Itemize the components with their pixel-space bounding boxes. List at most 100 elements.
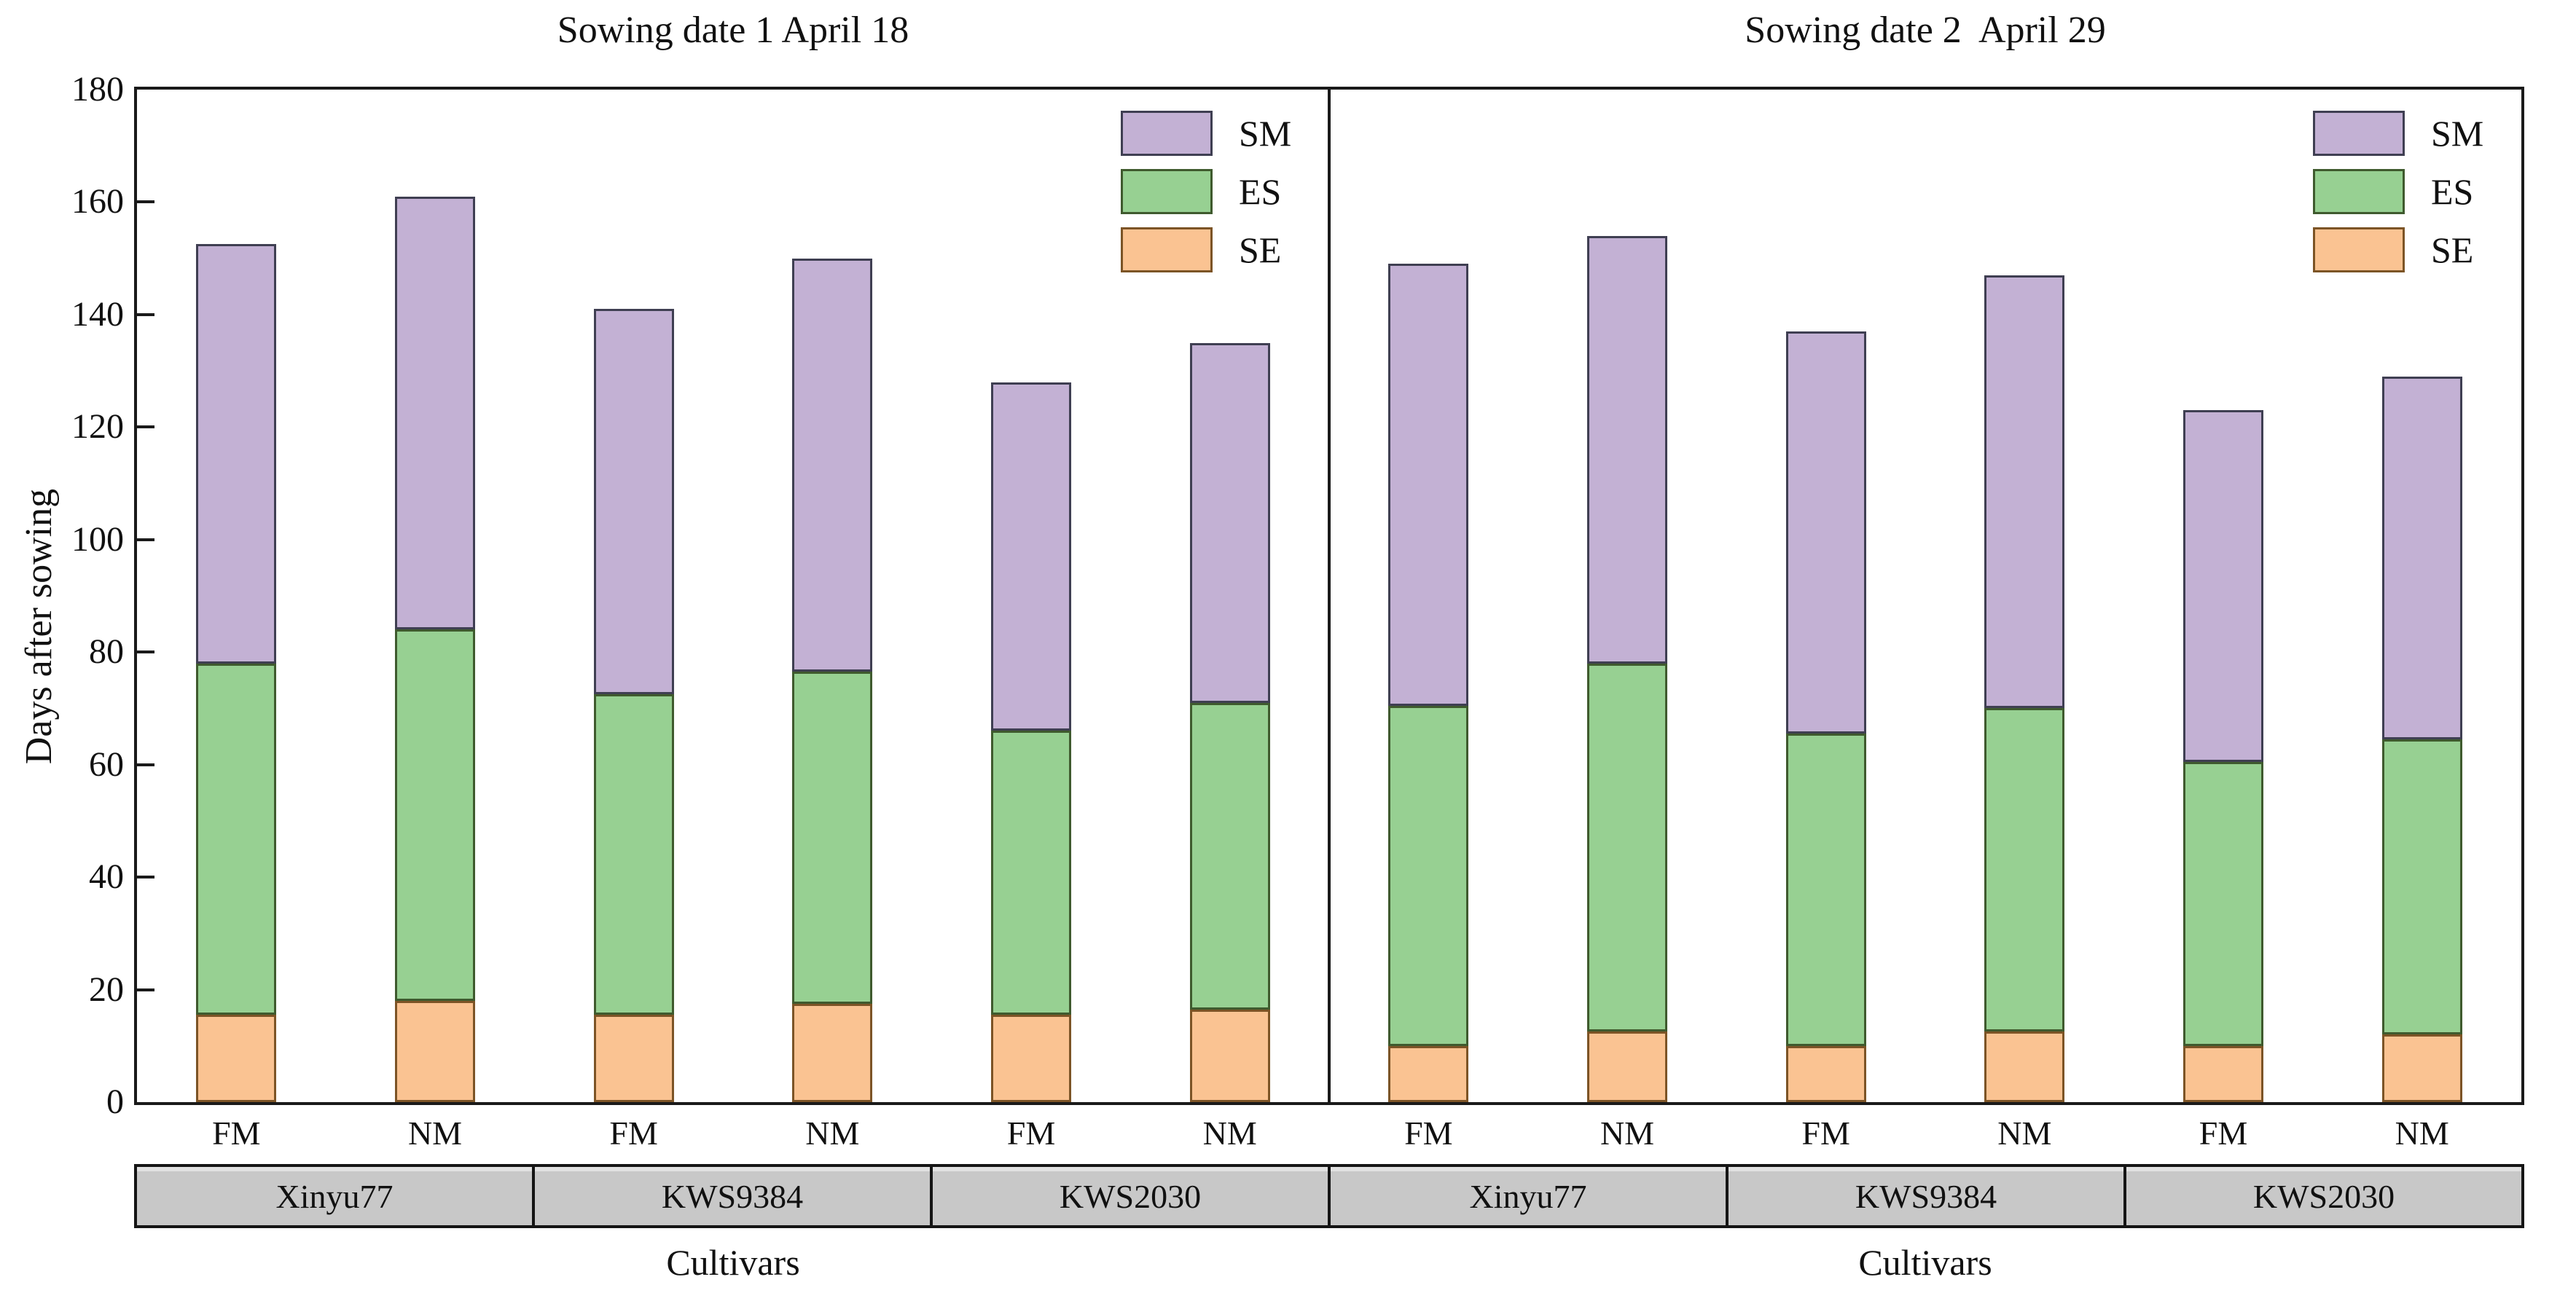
bar-segment-SM: [593, 309, 674, 695]
treatment-label: NM: [805, 1115, 860, 1152]
bar-segment-SE: [1984, 1031, 2065, 1102]
panel-title: Sowing date 1 April 18: [557, 9, 909, 51]
treatment-label: FM: [2199, 1115, 2248, 1152]
bar: [196, 244, 277, 1102]
bar-segment-SE: [792, 1003, 873, 1102]
y-axis-tick: [137, 650, 154, 654]
bar-segment-SM: [1785, 331, 1866, 734]
bar: [1189, 342, 1270, 1102]
bar: [1587, 235, 1667, 1102]
bar: [991, 382, 1071, 1102]
y-axis-tick-label: 80: [89, 632, 124, 672]
bar-segment-SM: [792, 258, 873, 672]
bar-segment-SM: [1587, 235, 1667, 664]
bar-segment-SM: [1984, 275, 2065, 709]
bar: [2183, 410, 2263, 1102]
cultivar-band: Xinyu77 KWS9384 KWS2030 Xinyu77 KWS9384 KWS20…: [134, 1164, 2524, 1228]
y-axis-tick-label: 60: [89, 744, 124, 784]
treatment-label: NM: [2395, 1115, 2449, 1152]
bar-segment-SM: [1388, 264, 1469, 706]
y-axis-tick: [137, 763, 154, 766]
bar-segment-ES: [1984, 708, 2065, 1032]
legend-swatch-SM: [2313, 111, 2405, 156]
legend-label-ES: ES: [2431, 171, 2474, 212]
cultivar-cell: KWS2030: [2123, 1167, 2521, 1225]
bar: [1984, 275, 2065, 1102]
bar: [1388, 264, 1469, 1102]
bar-segment-SE: [1189, 1009, 1270, 1102]
legend-swatch-SE: [2313, 227, 2405, 272]
cultivar-cell: KWS2030: [930, 1167, 1328, 1225]
y-axis-tick: [137, 988, 154, 991]
legend-label-ES: ES: [1239, 171, 1282, 212]
legend-label-SE: SE: [1239, 229, 1282, 270]
y-axis-tick-label: 100: [71, 519, 124, 559]
treatment-label: FM: [1404, 1115, 1453, 1152]
y-axis-tick-label: 120: [71, 407, 124, 447]
legend-label-SM: SM: [1239, 113, 1292, 154]
bar-segment-SE: [395, 1000, 475, 1102]
bar-segment-ES: [792, 672, 873, 1004]
y-axis-tick-label: 140: [71, 294, 124, 334]
bar-segment-SE: [2183, 1045, 2263, 1102]
cultivar-cell: Xinyu77: [137, 1167, 532, 1225]
y-axis-tick: [137, 425, 154, 429]
bar-segment-SM: [395, 196, 475, 630]
bar: [395, 196, 475, 1102]
legend-swatch-ES: [2313, 169, 2405, 214]
bar-segment-SM: [2183, 410, 2263, 762]
cultivar-cell: KWS9384: [1726, 1167, 2123, 1225]
legend-label-SM: SM: [2431, 113, 2484, 154]
bar-segment-ES: [395, 629, 475, 1001]
treatment-label: NM: [1202, 1115, 1257, 1152]
bar-segment-ES: [991, 731, 1071, 1015]
bar-segment-SM: [991, 382, 1071, 731]
bar: [593, 309, 674, 1102]
bar-segment-ES: [1189, 702, 1270, 1010]
y-axis-tick-label: 40: [89, 857, 124, 897]
treatment-label: FM: [212, 1115, 261, 1152]
bar-segment-ES: [1587, 663, 1667, 1032]
bar-segment-SM: [196, 244, 277, 664]
treatment-label: NM: [407, 1115, 463, 1152]
bar-segment-ES: [196, 663, 277, 1015]
bar-segment-ES: [1785, 734, 1866, 1046]
y-axis-tick-label: 20: [89, 970, 124, 1009]
legend-label-SE: SE: [2431, 229, 2474, 270]
panel-title: Sowing date 2 April 29: [1745, 9, 2106, 51]
bar: [1785, 331, 1866, 1102]
bar-segment-SE: [593, 1015, 674, 1102]
bar-segment-SE: [1388, 1045, 1469, 1102]
treatment-label: NM: [1600, 1115, 1655, 1152]
y-axis-tick: [137, 312, 154, 316]
y-axis-tick: [137, 200, 154, 204]
bar-segment-ES: [593, 694, 674, 1015]
y-axis-tick-label: 180: [71, 70, 124, 109]
bar-segment-ES: [2183, 761, 2263, 1046]
bar-segment-SE: [1785, 1045, 1866, 1102]
bar-segment-ES: [2381, 739, 2462, 1035]
y-axis-tick: [137, 538, 154, 541]
cultivar-cell: Xinyu77: [1328, 1167, 1726, 1225]
bar-segment-SE: [991, 1015, 1071, 1102]
bar-segment-SE: [1587, 1031, 1667, 1102]
treatment-label: FM: [1006, 1115, 1056, 1152]
treatment-label: FM: [609, 1115, 658, 1152]
treatment-label: NM: [1997, 1115, 2052, 1152]
bar-segment-SM: [1189, 342, 1270, 703]
bar-segment-ES: [1388, 705, 1469, 1046]
y-axis-tick-label: 160: [71, 182, 124, 221]
panel-divider-line: [1328, 88, 1331, 1104]
bar-segment-SE: [2381, 1034, 2462, 1102]
legend-swatch-SE: [1121, 227, 1213, 272]
legend-swatch-SM: [1121, 111, 1213, 156]
bar: [2381, 376, 2462, 1102]
x-axis-title: Cultivars: [1858, 1242, 1992, 1283]
bar-segment-SM: [2381, 376, 2462, 739]
legend-swatch-ES: [1121, 169, 1213, 214]
x-axis-title: Cultivars: [666, 1242, 800, 1283]
bar: [792, 258, 873, 1102]
y-axis-tick: [137, 876, 154, 879]
y-axis-tick-label: 0: [106, 1082, 124, 1121]
